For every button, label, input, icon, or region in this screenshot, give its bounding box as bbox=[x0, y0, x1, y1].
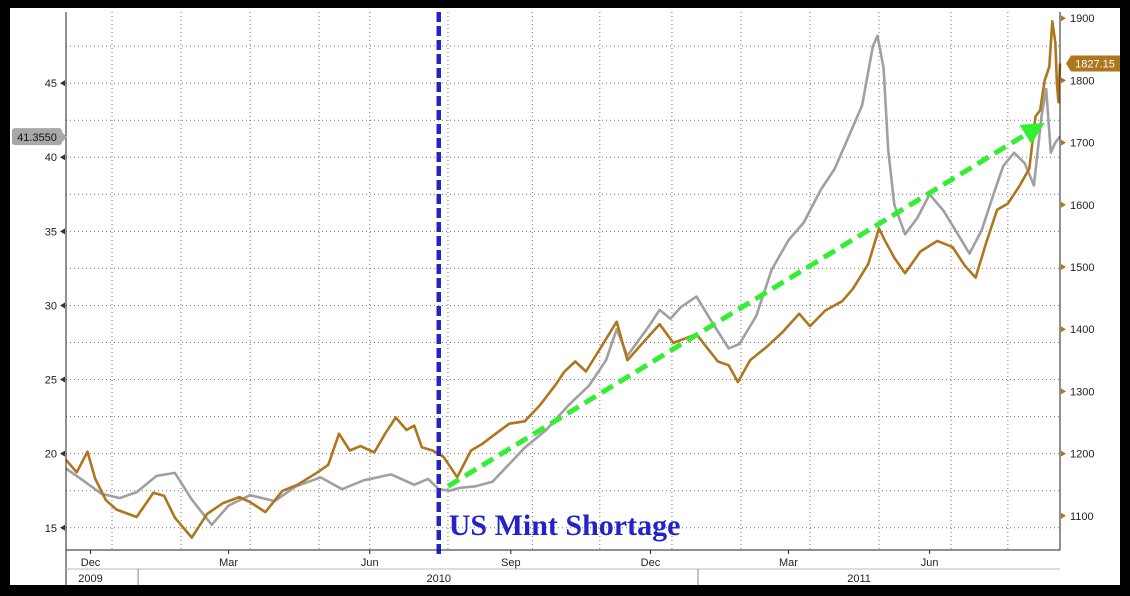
month-tick-label: Mar bbox=[779, 557, 798, 569]
series-line-left-axis bbox=[65, 34, 1062, 527]
month-tick-label: Mar bbox=[219, 557, 238, 569]
left-current-value-badge bbox=[12, 128, 62, 146]
left-tick-label: 30 bbox=[45, 300, 57, 312]
left-badge-pointer bbox=[62, 132, 67, 143]
left-tick-label: 20 bbox=[45, 449, 57, 461]
month-tick-label: Jun bbox=[361, 557, 379, 569]
axes: 15 20 25 30 35 40 45 1100 1200 1300 1400 1500 1600 17… bbox=[12, 12, 1120, 585]
left-tick bbox=[60, 302, 65, 309]
year-tick-label: 2009 bbox=[78, 573, 102, 585]
month-tick-label: Sep bbox=[501, 557, 521, 569]
month-tick-label: Dec bbox=[641, 557, 661, 569]
right-tick-label: 1100 bbox=[1070, 511, 1094, 523]
right-tick-label: 1300 bbox=[1070, 386, 1094, 398]
right-tick-label: 1200 bbox=[1070, 449, 1094, 461]
right-tick bbox=[1061, 326, 1066, 333]
left-tick-label: 35 bbox=[45, 226, 57, 238]
left-tick-label: 15 bbox=[45, 523, 57, 535]
left-tick bbox=[60, 228, 65, 235]
left-tick bbox=[60, 450, 65, 457]
right-tick-label: 1500 bbox=[1070, 262, 1094, 274]
right-tick bbox=[1061, 450, 1066, 457]
left-tick bbox=[60, 154, 65, 161]
right-tick-label: 1700 bbox=[1070, 138, 1094, 150]
plot-background bbox=[10, 8, 1120, 585]
right-tick bbox=[1061, 77, 1066, 84]
right-tick-label: 1600 bbox=[1070, 200, 1094, 212]
right-tick-label: 1400 bbox=[1070, 324, 1094, 336]
right-tick bbox=[1061, 201, 1066, 208]
left-tick-label: 45 bbox=[45, 78, 57, 90]
grid bbox=[66, 12, 1060, 550]
series-layer bbox=[65, 20, 1062, 539]
right-tick-label: 1900 bbox=[1070, 13, 1094, 25]
left-tick bbox=[60, 376, 65, 383]
left-tick bbox=[60, 80, 65, 87]
year-tick-label: 2011 bbox=[847, 573, 871, 585]
left-tick-label: 40 bbox=[45, 152, 57, 164]
year-tick-label: 2010 bbox=[427, 573, 451, 585]
right-tick-label: 1800 bbox=[1070, 75, 1094, 87]
left-tick bbox=[60, 524, 65, 531]
left-current-value-text: 41.3550 bbox=[17, 132, 57, 144]
right-tick bbox=[1061, 139, 1066, 146]
trend-arrow bbox=[446, 122, 1045, 489]
right-tick bbox=[1061, 388, 1066, 395]
annotation-label: US Mint Shortage bbox=[449, 509, 681, 542]
month-tick-label: Dec bbox=[81, 557, 101, 569]
month-tick-label: Jun bbox=[921, 557, 939, 569]
right-tick bbox=[1061, 512, 1066, 519]
series-line-right-axis bbox=[65, 20, 1062, 539]
annotations: US Mint Shortage bbox=[436, 12, 1045, 556]
right-current-value-badge bbox=[1066, 55, 1120, 72]
left-tick-label: 25 bbox=[45, 375, 57, 387]
right-current-value-text: 1827.15 bbox=[1075, 59, 1115, 71]
right-tick bbox=[1061, 264, 1066, 271]
right-tick bbox=[1061, 15, 1066, 22]
